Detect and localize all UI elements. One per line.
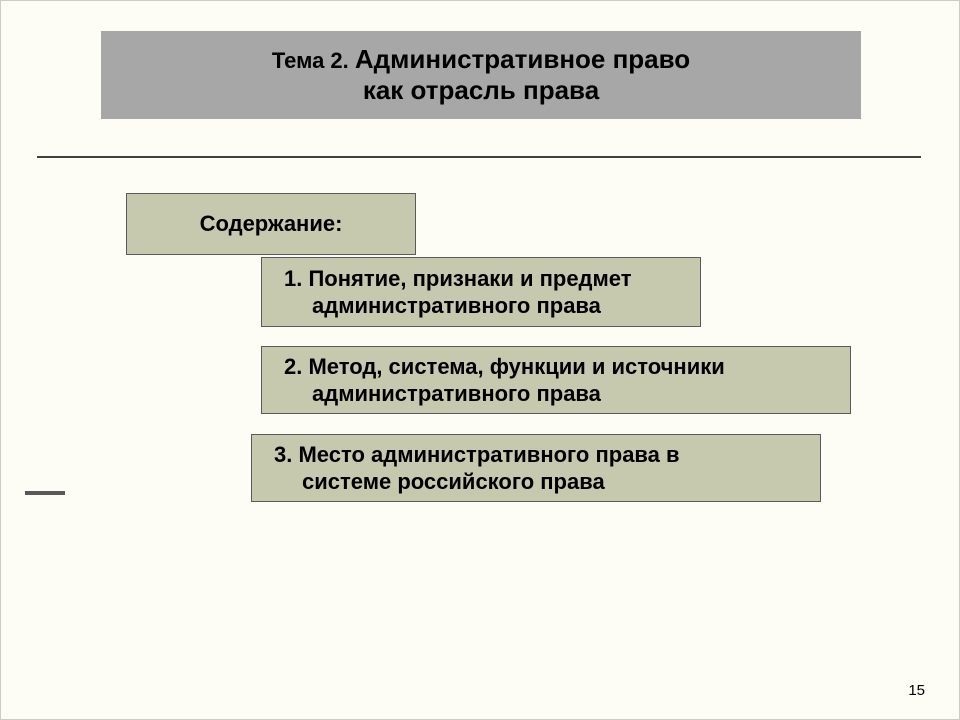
title-prefix: Тема 2. — [272, 48, 355, 73]
contents-label-box: Содержание: — [126, 193, 416, 255]
title-line-1: Тема 2. Административное право — [272, 44, 690, 75]
content-item-2: 2. Метод, система, функции и источники а… — [261, 346, 851, 414]
contents-label: Содержание: — [127, 210, 415, 238]
content-item-3-line1: 3. Место административного права в — [274, 441, 798, 469]
title-main-1: Административное право — [355, 44, 690, 74]
content-item-3-line2: системе российского права — [274, 468, 798, 496]
content-item-2-line1: 2. Метод, система, функции и источники — [284, 353, 828, 381]
page-number: 15 — [908, 682, 925, 699]
content-item-1-line2: административного права — [284, 292, 678, 320]
slide: Тема 2. Административное право как отрас… — [0, 0, 960, 720]
content-item-3: 3. Место административного права в систе… — [251, 434, 821, 502]
content-item-1: 1. Понятие, признаки и предмет администр… — [261, 257, 701, 327]
content-item-1-line1: 1. Понятие, признаки и предмет — [284, 265, 678, 293]
title-main-2: как отрасль права — [363, 75, 599, 106]
content-item-2-line2: административного права — [284, 380, 828, 408]
accent-bar — [25, 491, 65, 495]
horizontal-rule — [37, 156, 921, 158]
title-band: Тема 2. Административное право как отрас… — [101, 31, 861, 119]
